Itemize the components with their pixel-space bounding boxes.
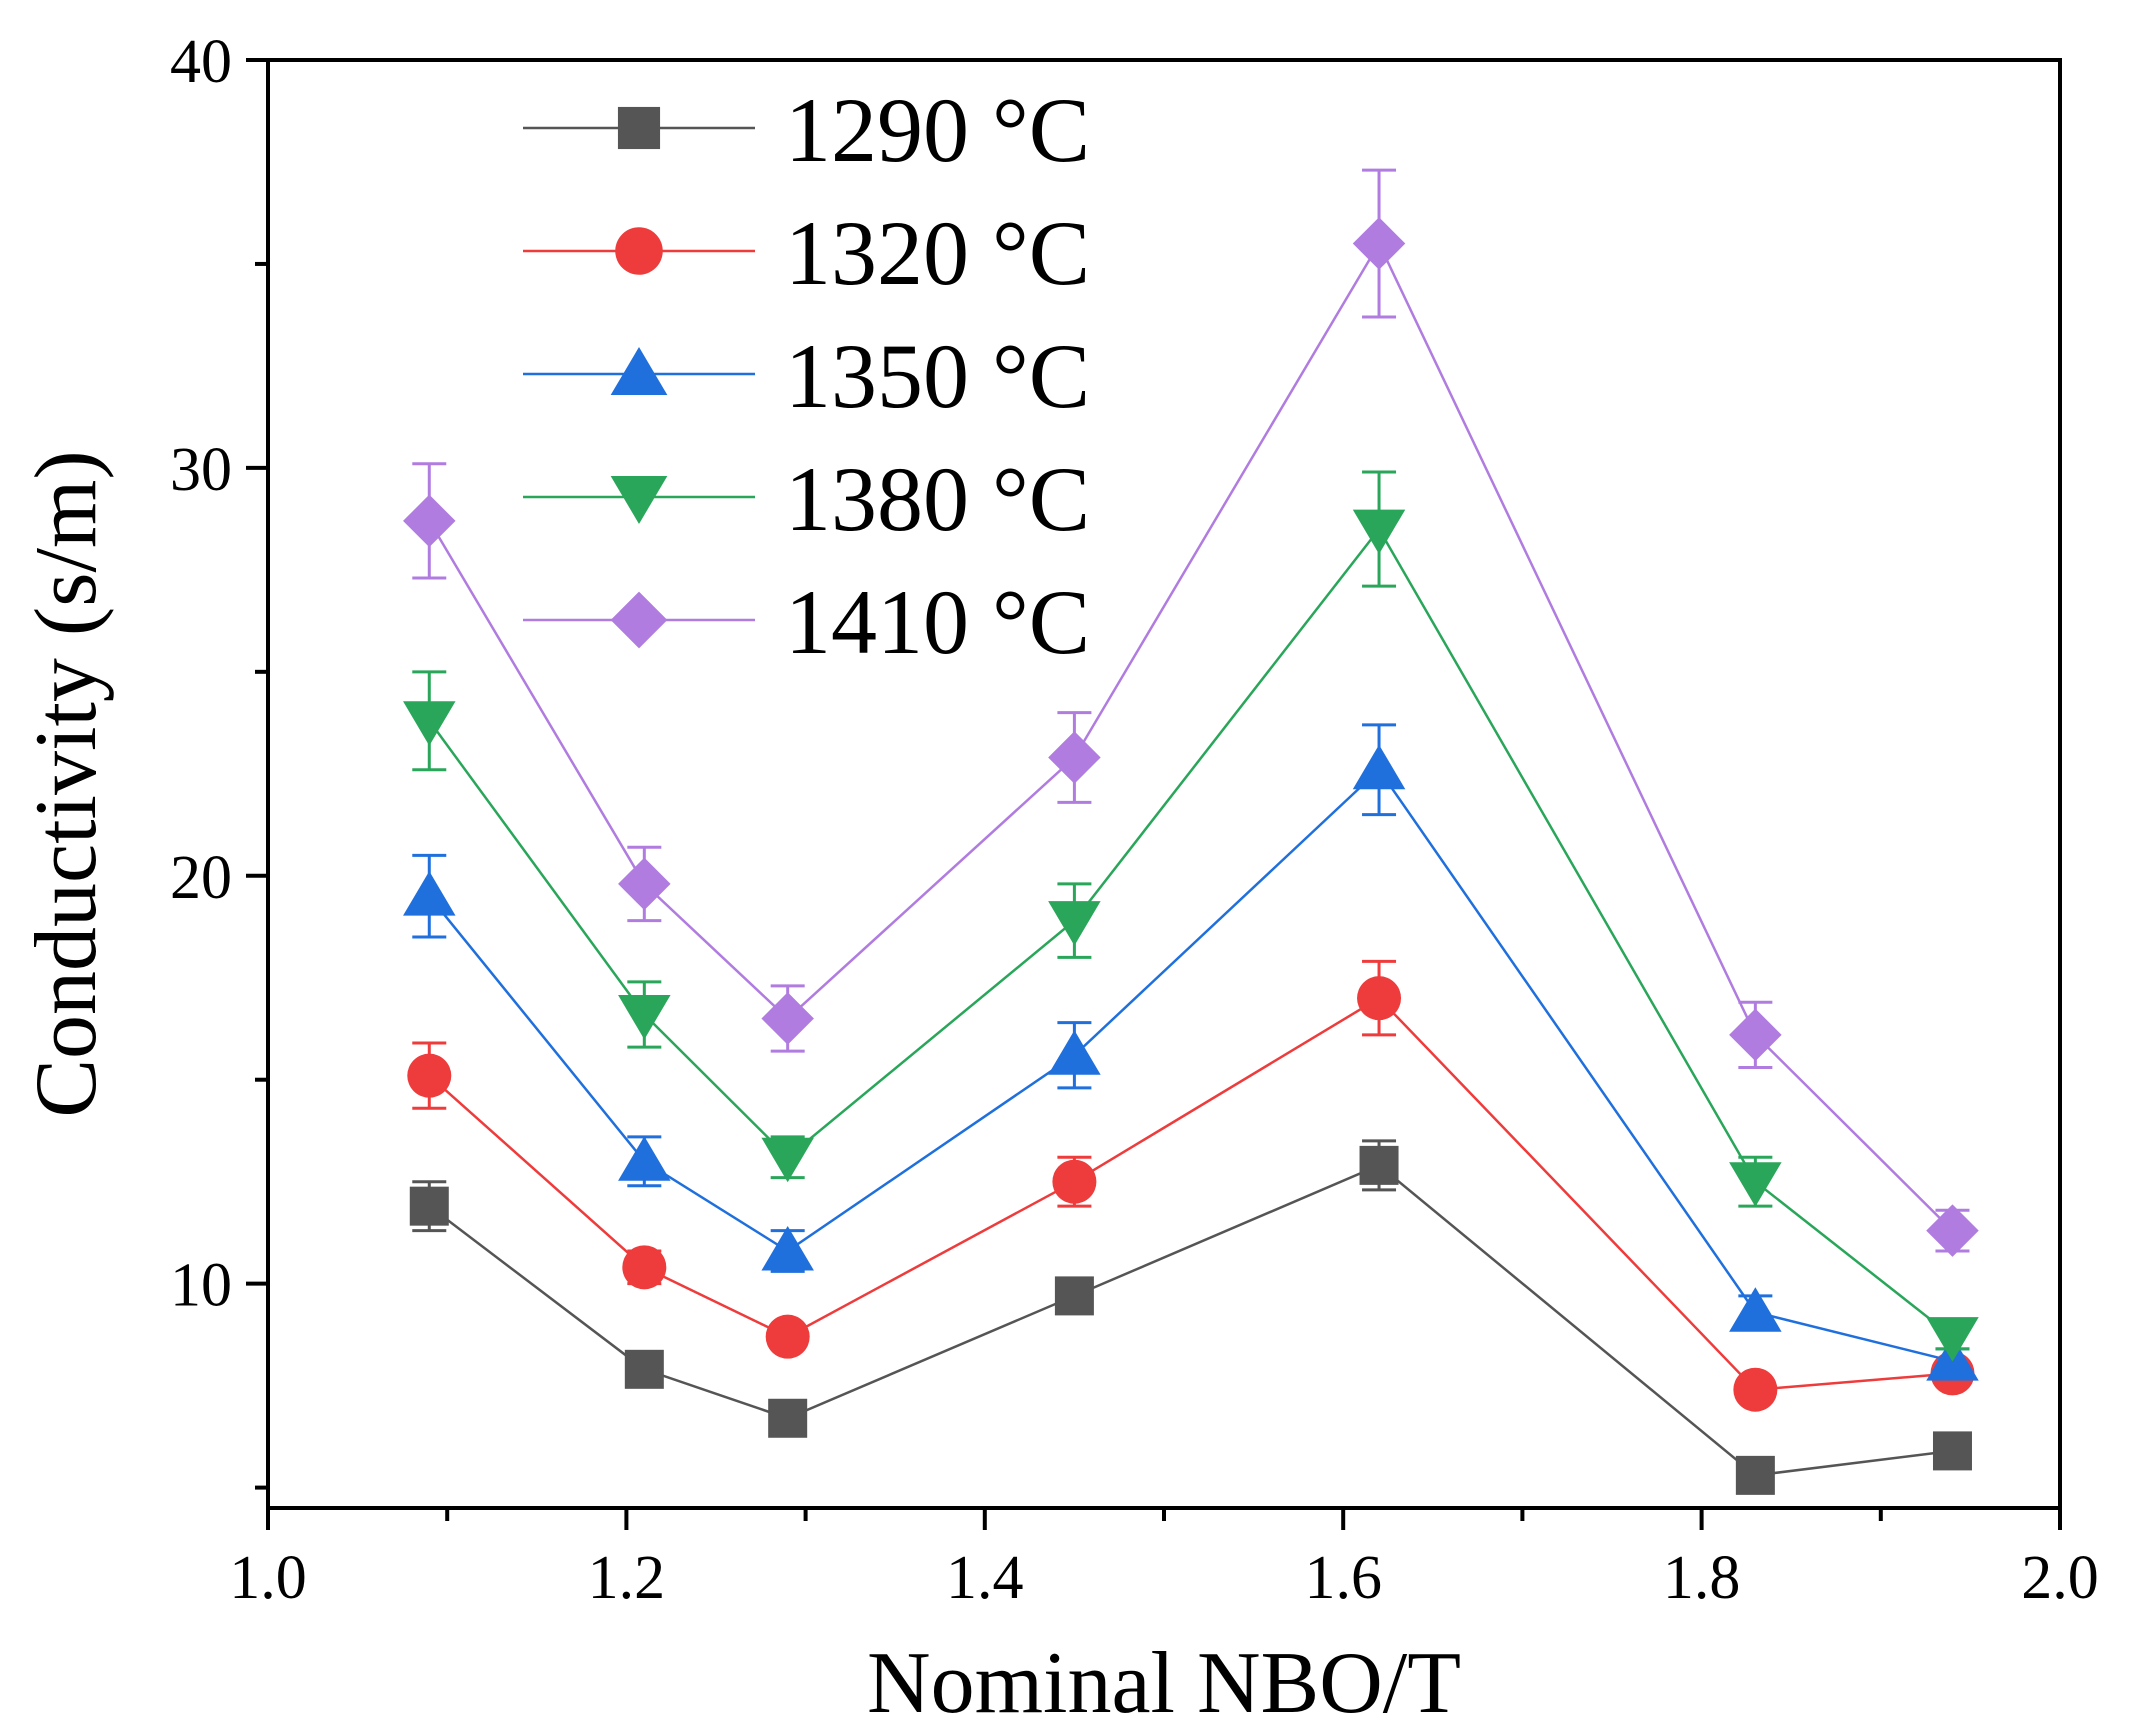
y-tick-label: 20 (170, 844, 232, 912)
legend-label: 1380 °C (785, 448, 1090, 550)
data-point (618, 857, 671, 911)
data-point (1359, 1145, 1399, 1185)
data-point (761, 1226, 814, 1271)
series-line (428, 996, 1953, 1392)
x-tick-label: 1.8 (1663, 1544, 1741, 1612)
data-point (1357, 976, 1402, 1021)
series-1410 (403, 168, 1979, 1257)
legend-entry: 1290 °C (523, 79, 1090, 181)
axes: 1.0 1.2 1.4 1.6 1.8 2.0 10 20 30 40 Nominal NBO/T C… (18, 28, 2099, 1732)
y-tick-label: 30 (170, 436, 232, 504)
data-point (403, 494, 456, 548)
data-point (624, 1349, 664, 1389)
data-point (622, 1245, 667, 1290)
legend-entry: 1410 °C (523, 571, 1090, 673)
legend-entry: 1320 °C (523, 202, 1090, 304)
data-point (761, 992, 814, 1045)
data-point (761, 1137, 814, 1183)
data-point (1352, 217, 1406, 270)
data-point (618, 1136, 671, 1181)
x-tick-label: 1.6 (1304, 1544, 1382, 1612)
data-point (1048, 1030, 1101, 1075)
data-point (1352, 744, 1406, 790)
data-point (403, 871, 456, 916)
x-tick-label: 1.4 (946, 1544, 1024, 1612)
data-point (1352, 509, 1406, 555)
data-point (1729, 1162, 1782, 1207)
data-point (768, 1398, 808, 1438)
data-point (1054, 1276, 1094, 1316)
y-tick-label: 10 (170, 1252, 232, 1320)
legend-marker (610, 475, 668, 524)
x-tick-label: 2.0 (2021, 1544, 2099, 1612)
data-point (1926, 1204, 1979, 1257)
series-1380 (403, 470, 1979, 1362)
data-point (1932, 1431, 1972, 1471)
data-point (1048, 731, 1101, 784)
y-axis-title: Conductivity (s/m) (18, 450, 115, 1117)
data-point (1048, 901, 1101, 946)
x-tick-label: 1.2 (588, 1544, 666, 1612)
x-axis-title: Nominal NBO/T (867, 1635, 1461, 1732)
data-point (618, 994, 671, 1040)
data-point (1735, 1455, 1775, 1495)
legend-label: 1350 °C (785, 325, 1090, 427)
legend-label: 1320 °C (785, 202, 1090, 304)
data-point (765, 1314, 810, 1359)
plot-frame (266, 58, 2062, 1510)
x-tick-label: 1.0 (229, 1544, 307, 1612)
legend-entry: 1350 °C (523, 325, 1090, 427)
legend-marker (610, 347, 668, 396)
plot-area (403, 168, 1979, 1495)
legend-marker (610, 591, 668, 649)
legend-entry: 1380 °C (523, 448, 1090, 550)
legend: 1290 °C 1320 °C 1350 °C 1380 °C 1410 °C (523, 79, 1090, 673)
data-point (409, 1186, 449, 1226)
data-point (1729, 1287, 1782, 1332)
data-point (403, 701, 456, 746)
data-point (1052, 1159, 1097, 1204)
legend-label: 1290 °C (785, 79, 1090, 181)
series-line (428, 526, 1954, 1338)
data-point (1733, 1367, 1778, 1412)
legend-marker (615, 227, 663, 275)
series-1290 (409, 1139, 1972, 1495)
data-point (407, 1053, 452, 1098)
series-1320 (407, 959, 1975, 1412)
data-point (1926, 1317, 1979, 1362)
series-line (428, 1163, 1953, 1477)
y-tick-label: 40 (170, 28, 232, 96)
legend-label: 1410 °C (785, 571, 1090, 673)
data-point (1729, 1008, 1782, 1062)
legend-marker (617, 106, 661, 150)
